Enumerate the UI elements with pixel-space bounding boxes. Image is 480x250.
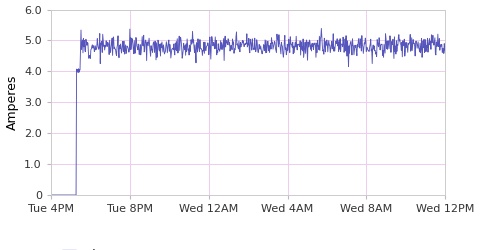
Legend: The present output current.: The present output current. bbox=[57, 244, 254, 250]
Y-axis label: Amperes: Amperes bbox=[6, 74, 19, 130]
